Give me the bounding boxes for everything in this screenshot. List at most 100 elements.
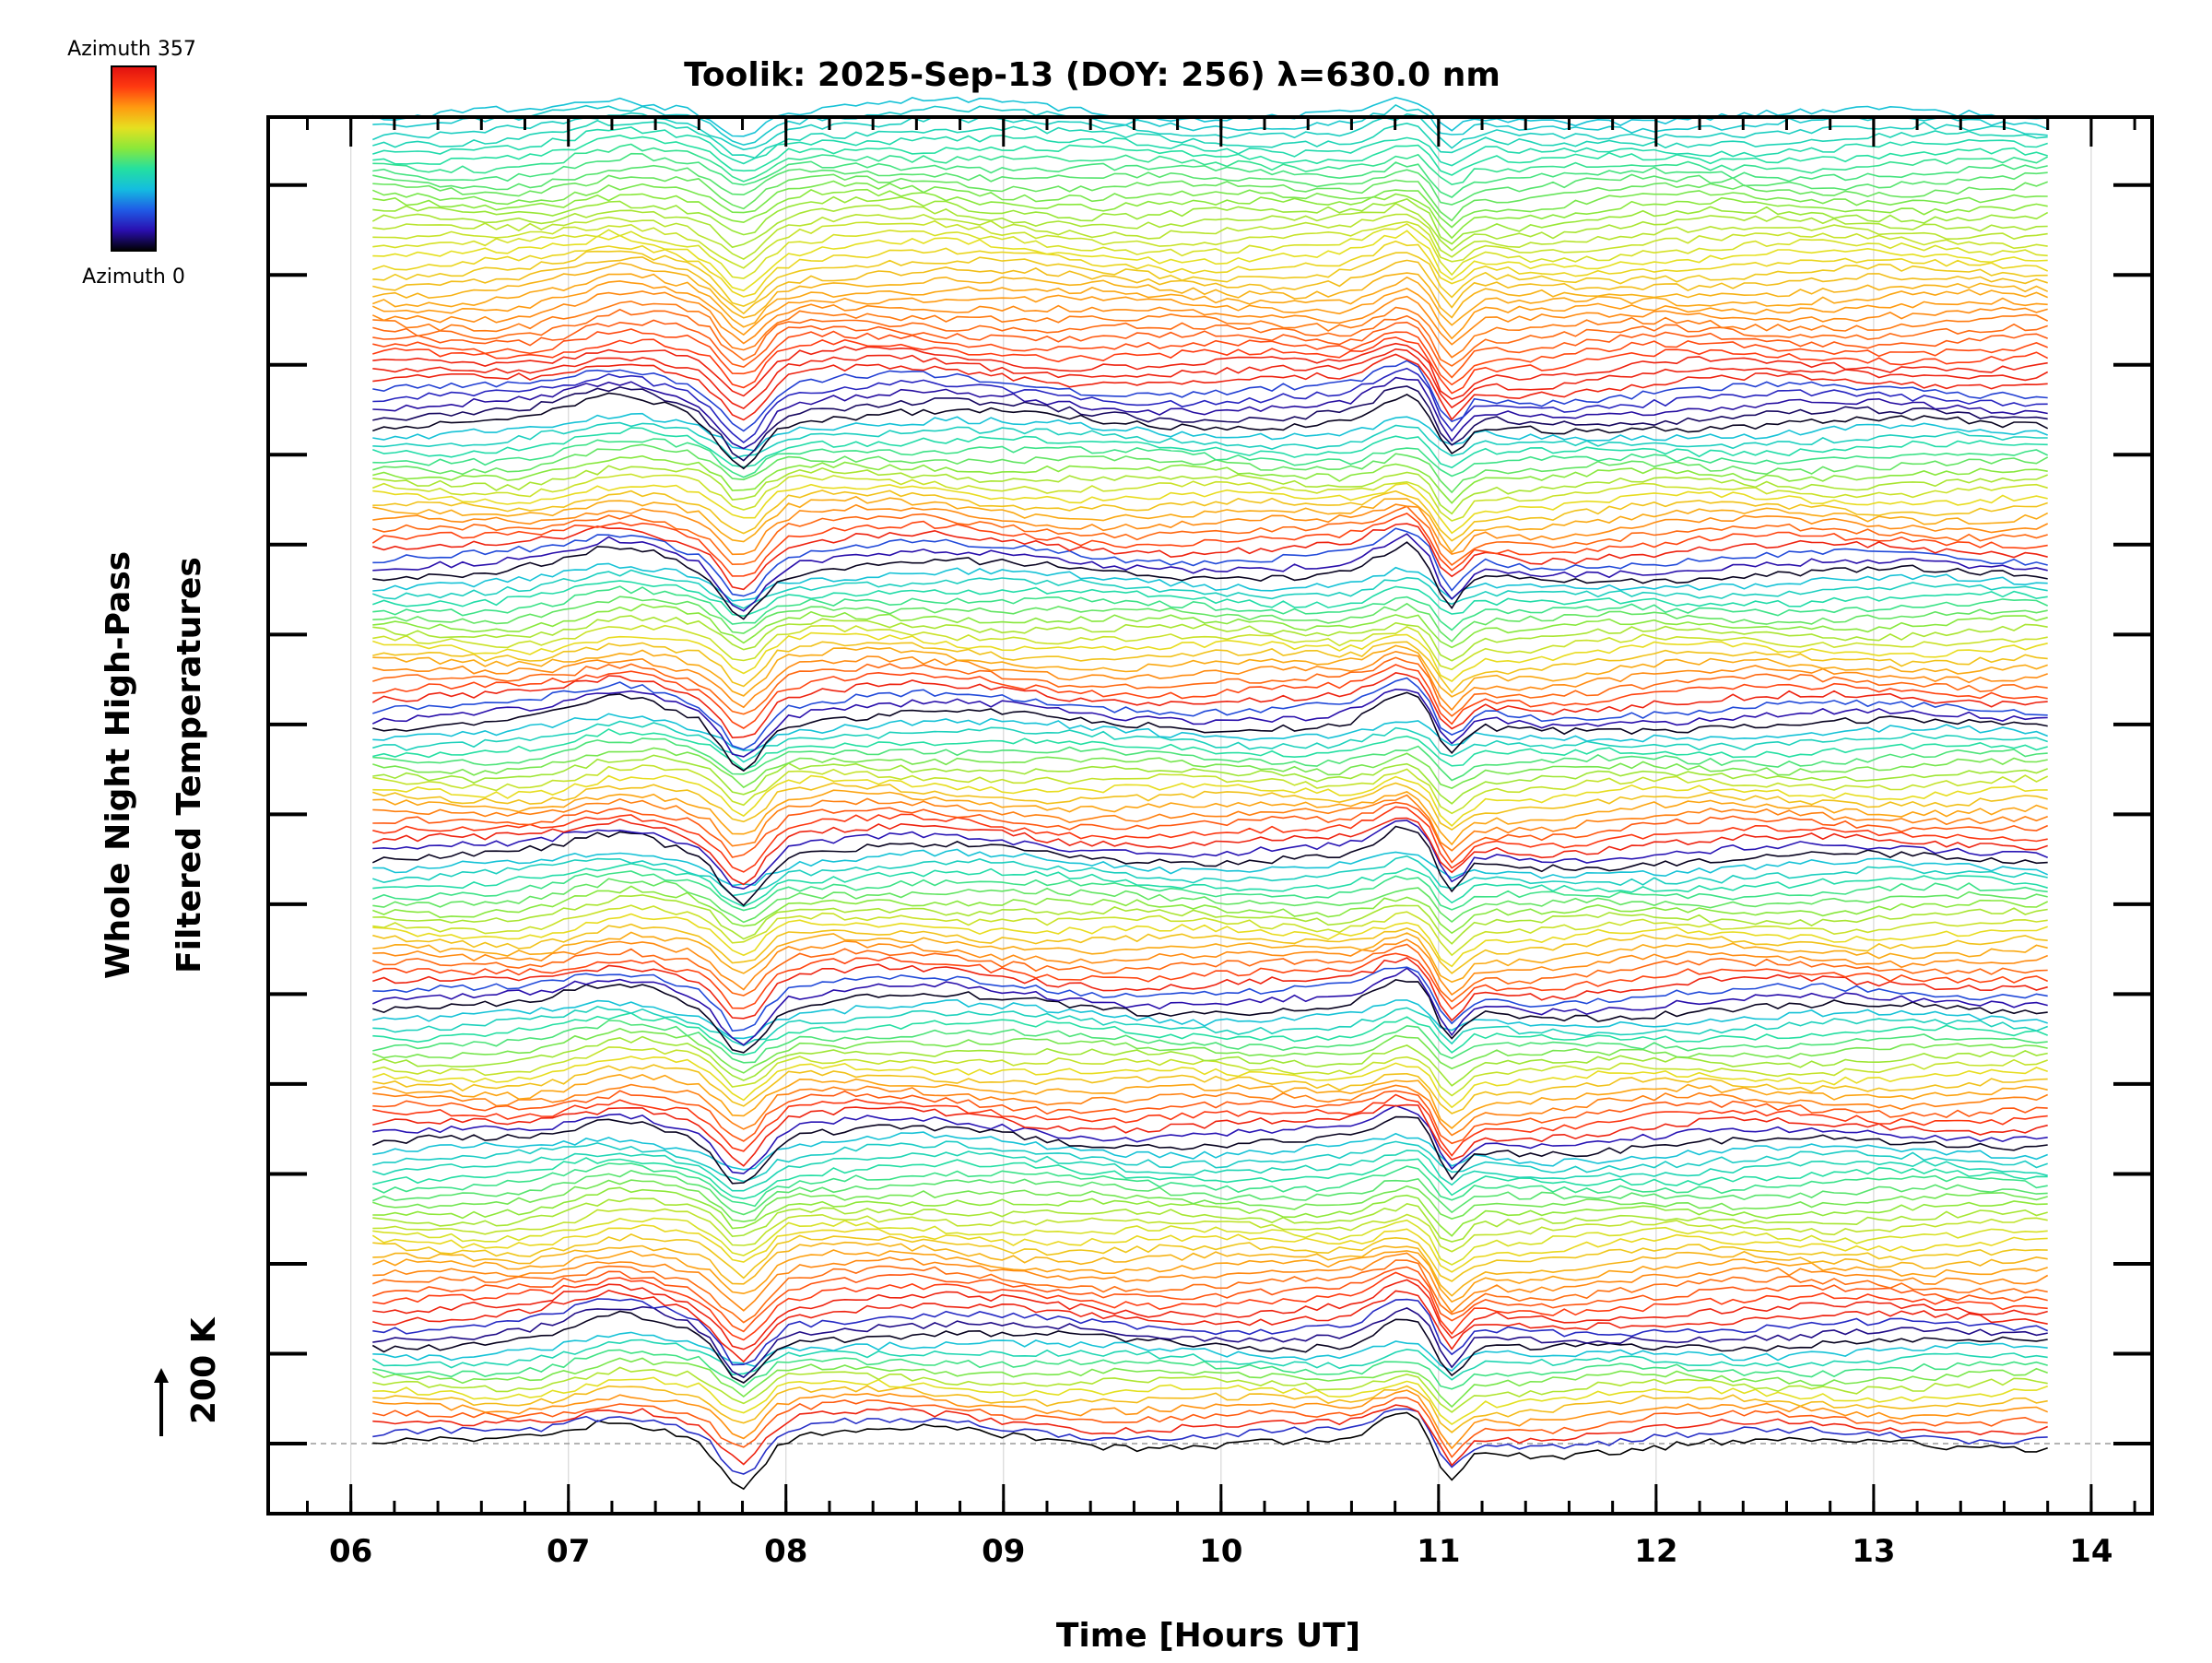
trace-line bbox=[372, 262, 2049, 319]
trace-line bbox=[372, 1298, 2049, 1366]
trace-line bbox=[371, 825, 2048, 907]
x-tick-label: 10 bbox=[1199, 1533, 1242, 1570]
trace-line bbox=[372, 966, 2048, 1032]
trace-line bbox=[372, 465, 2048, 515]
scale-indicator: 200 K bbox=[154, 1316, 223, 1436]
trace-line bbox=[372, 195, 2049, 245]
trace-line bbox=[372, 427, 2048, 469]
trace-line bbox=[372, 1186, 2048, 1237]
trace-line bbox=[372, 904, 2048, 957]
trace-line bbox=[372, 603, 2048, 649]
trace-line bbox=[372, 250, 2048, 307]
trace-line bbox=[372, 328, 2049, 386]
x-tick-label: 13 bbox=[1852, 1533, 1895, 1570]
colorbar: Azimuth 357 Azimuth 0 bbox=[67, 38, 196, 289]
trace-line bbox=[372, 624, 2048, 671]
trace-line bbox=[372, 631, 2048, 682]
trace-line bbox=[372, 878, 2048, 924]
trace-line bbox=[372, 580, 2048, 618]
trace-line bbox=[372, 319, 2048, 379]
trace-line bbox=[372, 764, 2049, 815]
trace-line bbox=[372, 541, 2048, 620]
trace-line bbox=[372, 1349, 2048, 1390]
trace-line bbox=[372, 1073, 2048, 1129]
trace-line bbox=[371, 1169, 2048, 1216]
colorbar-min-label: Azimuth 0 bbox=[82, 265, 185, 289]
trace-line bbox=[372, 336, 2049, 395]
trace-line bbox=[372, 1020, 2048, 1064]
trace-line bbox=[372, 1271, 2048, 1341]
trace-line bbox=[372, 495, 2049, 554]
trace-line bbox=[372, 794, 2048, 852]
y-axis-label-line2: Filtered Temperatures bbox=[171, 557, 208, 973]
trace-line bbox=[372, 527, 2048, 597]
trace-line bbox=[372, 213, 2048, 261]
trace-line bbox=[372, 1404, 2049, 1467]
trace-line bbox=[372, 1150, 2048, 1192]
trace-line bbox=[372, 585, 2049, 631]
trace-line bbox=[372, 1006, 2048, 1046]
y-axis-label-line1: Whole Night High-Pass bbox=[100, 551, 137, 979]
trace-line bbox=[372, 644, 2048, 698]
trace-line bbox=[372, 641, 2048, 694]
trace-line bbox=[372, 1252, 2049, 1314]
trace-line bbox=[371, 672, 2048, 739]
trace-line bbox=[371, 1115, 2048, 1185]
trace-line bbox=[372, 1266, 2048, 1333]
trace-line bbox=[372, 1279, 2048, 1350]
trace-line bbox=[371, 967, 2048, 1046]
trace-line bbox=[372, 747, 2048, 789]
colorbar-max-label: Azimuth 357 bbox=[67, 38, 196, 61]
chart-title: Toolik: 2025-Sep-13 (DOY: 256) λ=630.0 n… bbox=[684, 56, 1500, 94]
trace-line bbox=[372, 1249, 2048, 1303]
trace-line bbox=[372, 533, 2048, 612]
trace-line bbox=[372, 1389, 2049, 1450]
trace-line bbox=[372, 952, 2049, 1010]
trace-line bbox=[372, 1197, 2048, 1243]
trace-line bbox=[372, 789, 2048, 846]
trace-line bbox=[372, 438, 2049, 478]
trace-line bbox=[372, 342, 2048, 400]
trace-line bbox=[372, 256, 2048, 315]
trace-line bbox=[372, 650, 2048, 712]
trace-line bbox=[372, 923, 2048, 974]
trace-line bbox=[372, 774, 2048, 827]
trace-line bbox=[372, 1259, 2048, 1324]
trace-line bbox=[372, 421, 2048, 460]
trace-line bbox=[372, 754, 2048, 805]
trace-line bbox=[372, 173, 2048, 222]
trace-line bbox=[372, 957, 2048, 1022]
trace-line bbox=[372, 503, 2049, 556]
trace-line bbox=[371, 1357, 2048, 1409]
trace-line bbox=[372, 870, 2048, 912]
trace-line bbox=[372, 737, 2048, 782]
trace-line bbox=[372, 1131, 2048, 1171]
trace-line bbox=[372, 134, 2048, 176]
trace-line bbox=[371, 1310, 2048, 1384]
trace-line bbox=[372, 219, 2048, 269]
trace-line bbox=[372, 188, 2048, 240]
trace-line bbox=[371, 280, 2048, 340]
trace-line bbox=[372, 126, 2048, 167]
trace-line bbox=[372, 1056, 2048, 1109]
x-tick-label: 12 bbox=[1634, 1533, 1677, 1570]
trace-line bbox=[372, 1289, 2048, 1363]
trace-line bbox=[372, 656, 2048, 717]
trace-line bbox=[372, 1090, 2048, 1145]
trace-line bbox=[371, 180, 2048, 229]
trace-line bbox=[372, 596, 2048, 643]
trace-line bbox=[372, 412, 2048, 452]
trace-line bbox=[372, 1157, 2048, 1200]
x-tick-label: 09 bbox=[982, 1533, 1025, 1570]
trace-line bbox=[372, 152, 2048, 198]
trace-line bbox=[372, 1104, 2048, 1174]
trace-line bbox=[372, 998, 2048, 1040]
trace-line bbox=[372, 96, 2048, 137]
trace-line bbox=[372, 119, 2048, 159]
trace-line bbox=[372, 820, 2049, 890]
trace-line bbox=[372, 1027, 2048, 1074]
trace-line bbox=[372, 1208, 2048, 1253]
trace-line bbox=[372, 103, 2048, 147]
trace-line bbox=[371, 512, 2048, 577]
trace-line bbox=[372, 367, 2048, 444]
